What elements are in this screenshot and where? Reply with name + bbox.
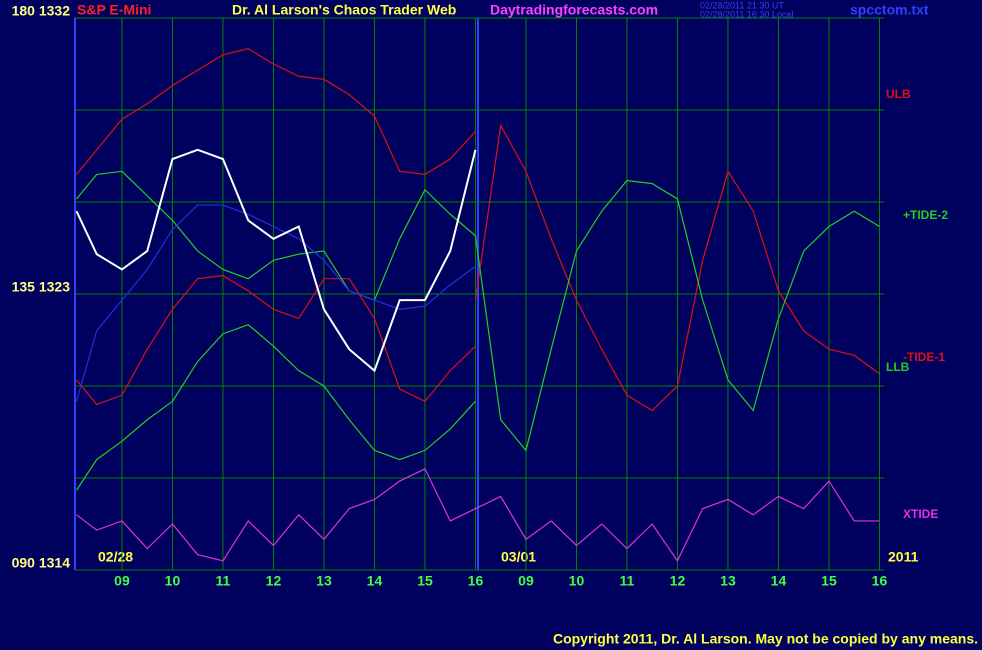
x-tick-label: 12 bbox=[670, 573, 686, 589]
y-tick-label: 135 1323 bbox=[12, 279, 71, 295]
series-line bbox=[76, 274, 476, 406]
series-line bbox=[75, 204, 476, 402]
series-label: -TIDE-1 bbox=[903, 350, 945, 364]
series-line bbox=[76, 467, 880, 562]
chart-title: Dr. Al Larson's Chaos Trader Web bbox=[232, 2, 456, 18]
x-tick-label: 12 bbox=[266, 573, 282, 589]
website: Daytradingforecasts.com bbox=[490, 2, 658, 18]
x-tick-label: 13 bbox=[316, 573, 332, 589]
x-tick-label: 10 bbox=[569, 573, 585, 589]
y-tick-label: 090 1314 bbox=[12, 555, 71, 571]
x-tick-label: 13 bbox=[720, 573, 736, 589]
series-label: +TIDE-2 bbox=[903, 208, 948, 222]
x-tick-label: 16 bbox=[468, 573, 484, 589]
x-tick-label: 15 bbox=[417, 573, 433, 589]
x-tick-label: 15 bbox=[821, 573, 837, 589]
series-line bbox=[76, 170, 880, 452]
copyright: Copyright 2011, Dr. Al Larson. May not b… bbox=[553, 631, 978, 647]
x-tick-label: 10 bbox=[165, 573, 181, 589]
symbol: S&P E-Mini bbox=[77, 2, 151, 18]
date-label: 02/28 bbox=[98, 549, 133, 565]
x-tick-label: 14 bbox=[771, 573, 787, 589]
x-tick-label: 14 bbox=[367, 573, 383, 589]
x-tick-label: 11 bbox=[216, 573, 231, 589]
series-line bbox=[76, 48, 476, 176]
x-tick-label: 11 bbox=[620, 573, 635, 589]
timestamp: 02/28/2011 21:30 UT bbox=[700, 0, 784, 10]
x-tick-label: 09 bbox=[114, 573, 130, 589]
series-label: ULB bbox=[886, 87, 911, 101]
date-label: 03/01 bbox=[501, 549, 536, 565]
file-name: spcctom.txt bbox=[850, 2, 929, 18]
date-label: 2011 bbox=[888, 549, 919, 565]
x-tick-label: 09 bbox=[518, 573, 534, 589]
series-line bbox=[75, 148, 477, 373]
series-label: LLB bbox=[886, 360, 910, 374]
x-tick-label: 16 bbox=[872, 573, 888, 589]
y-tick-label: 180 1332 bbox=[12, 3, 71, 19]
timestamp: 02/28/2011 16:30 Local bbox=[700, 9, 793, 19]
series-line bbox=[474, 123, 880, 412]
series-label: XTIDE bbox=[903, 507, 938, 521]
series-line bbox=[76, 323, 476, 491]
